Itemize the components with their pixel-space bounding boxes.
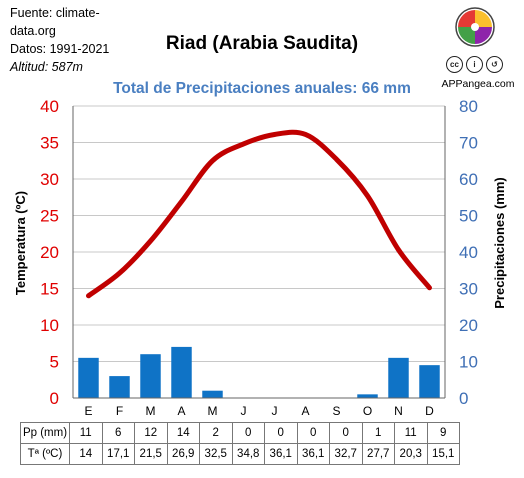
category-label: E [84,404,92,418]
chart-title: Riad (Arabia Saudita) [165,33,359,54]
right-tick-label: 30 [459,280,478,299]
temperature-line [86,129,432,299]
table-cell: 0 [296,422,330,444]
left-tick-label: 30 [40,170,59,189]
brand-name: APPangea.com [441,78,515,90]
grid-lines [73,105,445,399]
left-tick-label: 20 [40,243,59,262]
table-cell: 0 [264,422,298,444]
right-tick-label: 40 [459,243,478,262]
table-row: Tª (ºC) 14 17,1 21,5 26,9 32,5 34,8 36,1… [20,443,460,465]
data-period: Datos: 1991-2021 [10,42,110,56]
right-tick-label: 70 [459,134,478,153]
table-row: Pp (mm) 11 6 12 14 2 0 0 0 0 1 11 9 [20,422,460,444]
source-line: data.org [10,24,56,38]
left-tick-label: 0 [50,389,59,408]
right-tick-label: 80 [459,97,478,116]
precipitation-bar [357,394,378,398]
row-label: Pp (mm) [20,422,70,444]
share-alike-icon: ↺ [486,56,503,73]
y-axis-label: Temperatura (ºC) [13,191,28,295]
category-label: M [146,404,156,418]
table-cell: 36,1 [296,443,330,465]
category-label: A [301,404,309,418]
left-axis-ticks: 0 5 10 15 20 25 30 35 40 [40,97,59,408]
category-label: S [332,404,340,418]
axes [72,106,446,399]
precipitation-bar [388,357,409,398]
attribution-icon: i [466,56,483,73]
precipitation-bar [171,346,192,398]
table-cell: 14 [166,422,200,444]
left-tick-label: 25 [40,207,59,226]
left-tick-label: 5 [50,353,59,372]
table-cell: 0 [231,422,265,444]
climate-table: Pp (mm) 11 6 12 14 2 0 0 0 0 1 11 9 Tª (… [20,422,460,465]
puzzle-logo-icon [455,7,495,47]
right-tick-label: 20 [459,316,478,335]
right-tick-label: 0 [459,389,468,408]
cc-license-icon: cc [446,56,463,73]
table-cell: 2 [199,422,233,444]
table-cell: 15,1 [426,443,460,465]
table-cell: 11 [69,422,103,444]
precipitation-bar [140,354,161,398]
table-cell: 17,1 [101,443,135,465]
table-cell: 9 [426,422,460,444]
chart-subtitle: Total de Precipitaciones anuales: 66 mm [113,80,411,97]
left-tick-label: 15 [40,280,59,299]
category-label: N [394,404,403,418]
left-tick-label: 35 [40,134,59,153]
precipitation-bar [202,390,223,398]
table-cell: 14 [69,443,103,465]
source-line: Fuente: climate- [10,6,100,20]
table-cell: 26,9 [166,443,200,465]
category-label: A [177,404,185,418]
right-tick-label: 10 [459,353,478,372]
category-label: M [208,404,218,418]
table-cell: 0 [329,422,363,444]
table-cell: 34,8 [231,443,265,465]
table-cell: 11 [394,422,428,444]
right-axis-ticks: 0 10 20 30 40 50 60 70 80 [459,97,478,408]
table-cell: 27,7 [361,443,395,465]
table-cell: 6 [101,422,135,444]
precipitation-bars [78,346,440,398]
table-cell: 20,3 [394,443,428,465]
left-tick-label: 40 [40,97,59,116]
left-tick-label: 10 [40,316,59,335]
row-label: Tª (ºC) [20,443,70,465]
table-cell: 21,5 [134,443,168,465]
precipitation-bar [109,376,130,398]
category-label: D [425,404,434,418]
right-tick-label: 60 [459,170,478,189]
temperature-line-path [86,129,432,299]
category-label: O [363,404,372,418]
category-label: J [241,404,247,418]
table-cell: 32,5 [199,443,233,465]
y2-axis-label: Precipitaciones (mm) [492,177,507,309]
table-cell: 32,7 [329,443,363,465]
altitude: Altitud: 587m [10,60,83,74]
category-label: J [272,404,278,418]
table-cell: 12 [134,422,168,444]
table-cell: 36,1 [264,443,298,465]
right-tick-label: 50 [459,207,478,226]
precipitation-bar [419,365,440,398]
table-cell: 1 [361,422,395,444]
precipitation-bar [78,357,99,398]
category-label: F [116,404,123,418]
